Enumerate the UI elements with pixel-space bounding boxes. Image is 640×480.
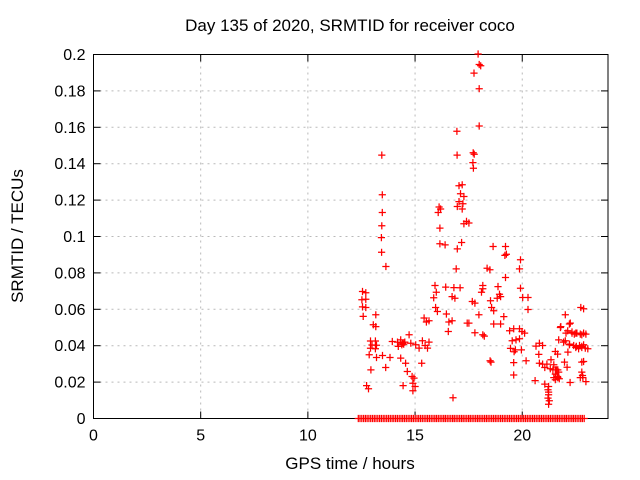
y-tick-label: 0.18 xyxy=(54,83,85,100)
y-tick-label: 0.04 xyxy=(54,338,85,355)
tick-labels: 0 5 10 15 20 0 0.02 0.04 0.06 0.08 0.1 0.12 0.14 0.16… xyxy=(54,47,531,445)
zero-band-points xyxy=(354,414,588,423)
data-points xyxy=(354,50,592,423)
y-tick-label: 0.06 xyxy=(54,302,85,319)
x-tick-label: 20 xyxy=(513,428,531,445)
x-axis-label: GPS time / hours xyxy=(285,454,414,473)
x-tick-label: 0 xyxy=(89,428,98,445)
plot-border xyxy=(93,54,609,419)
y-tick-label: 0 xyxy=(77,411,86,428)
x-tick-label: 10 xyxy=(299,428,317,445)
x-tick-label: 15 xyxy=(406,428,424,445)
axis-ticks xyxy=(93,54,608,419)
y-axis-label: SRMTID / TECUs xyxy=(8,169,27,303)
srmtid-scatter-points xyxy=(358,50,592,408)
y-tick-label: 0.12 xyxy=(54,193,85,210)
x-tick-label: 5 xyxy=(196,428,205,445)
y-tick-label: 0.14 xyxy=(54,156,85,173)
y-tick-label: 0.02 xyxy=(54,375,85,392)
chart-title: Day 135 of 2020, SRMTID for receiver coc… xyxy=(185,16,515,35)
y-tick-label: 0.1 xyxy=(63,229,85,246)
y-tick-label: 0.2 xyxy=(63,47,85,64)
y-tick-label: 0.16 xyxy=(54,120,85,137)
grid-lines xyxy=(93,54,608,419)
y-tick-label: 0.08 xyxy=(54,265,85,282)
